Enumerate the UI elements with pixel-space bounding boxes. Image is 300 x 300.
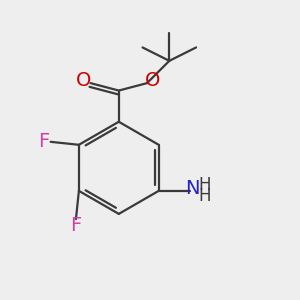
Text: F: F xyxy=(38,132,50,151)
Text: O: O xyxy=(145,71,161,90)
Text: N: N xyxy=(185,179,200,198)
Text: O: O xyxy=(75,71,91,90)
Text: H: H xyxy=(198,176,210,194)
Text: H: H xyxy=(198,187,210,205)
Text: F: F xyxy=(70,216,82,235)
